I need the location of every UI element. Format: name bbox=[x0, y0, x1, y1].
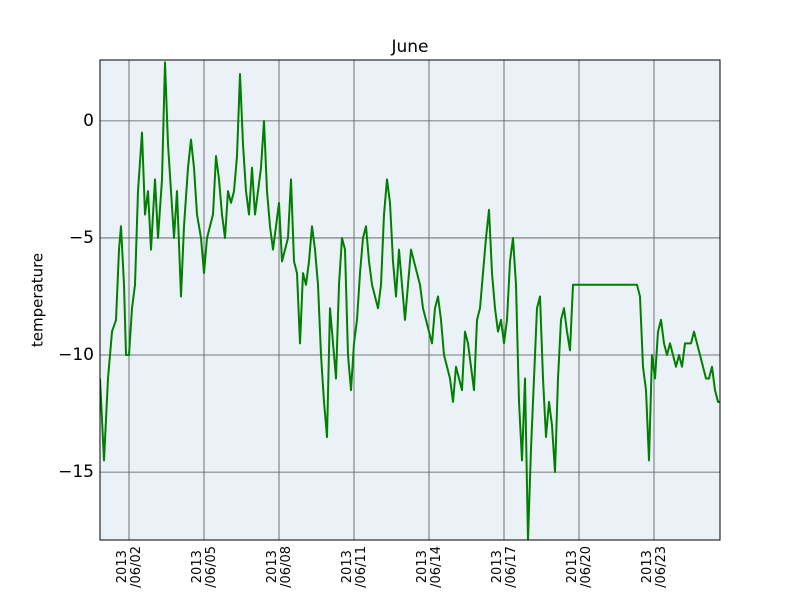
y-tick-label: −5 bbox=[69, 228, 94, 248]
chart-title: June bbox=[390, 37, 428, 57]
data-line bbox=[100, 61, 720, 540]
y-tick-label: 0 bbox=[83, 111, 94, 131]
x-tick-label: 2013 /06/17 bbox=[489, 546, 518, 588]
x-tick-label: 2013 /06/11 bbox=[339, 546, 368, 588]
y-tick-label: −15 bbox=[58, 462, 94, 482]
y-axis-label: temperature bbox=[29, 253, 47, 347]
x-tick-label: 2013 /06/20 bbox=[564, 546, 593, 588]
x-tick-label: 2013 /06/08 bbox=[264, 546, 293, 588]
x-tick-label: 2013 /06/23 bbox=[639, 546, 668, 588]
x-tick-label: 2013 /06/05 bbox=[189, 546, 218, 588]
y-tick-label: −10 bbox=[58, 345, 94, 365]
x-tick-label: 2013 /06/02 bbox=[114, 546, 143, 588]
plot-frame bbox=[99, 59, 721, 541]
plot-background bbox=[100, 60, 720, 540]
x-tick-label: 2013 /06/14 bbox=[414, 546, 443, 588]
